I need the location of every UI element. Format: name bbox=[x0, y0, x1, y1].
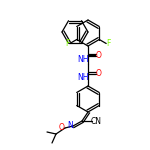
Text: O: O bbox=[59, 123, 65, 132]
Text: F: F bbox=[65, 39, 69, 48]
Text: O: O bbox=[96, 51, 102, 60]
Text: N: N bbox=[68, 120, 73, 129]
Text: F: F bbox=[106, 39, 111, 48]
Text: CN: CN bbox=[91, 117, 102, 126]
Text: NH: NH bbox=[77, 73, 89, 82]
Text: O: O bbox=[96, 69, 102, 78]
Text: NH: NH bbox=[77, 55, 89, 64]
